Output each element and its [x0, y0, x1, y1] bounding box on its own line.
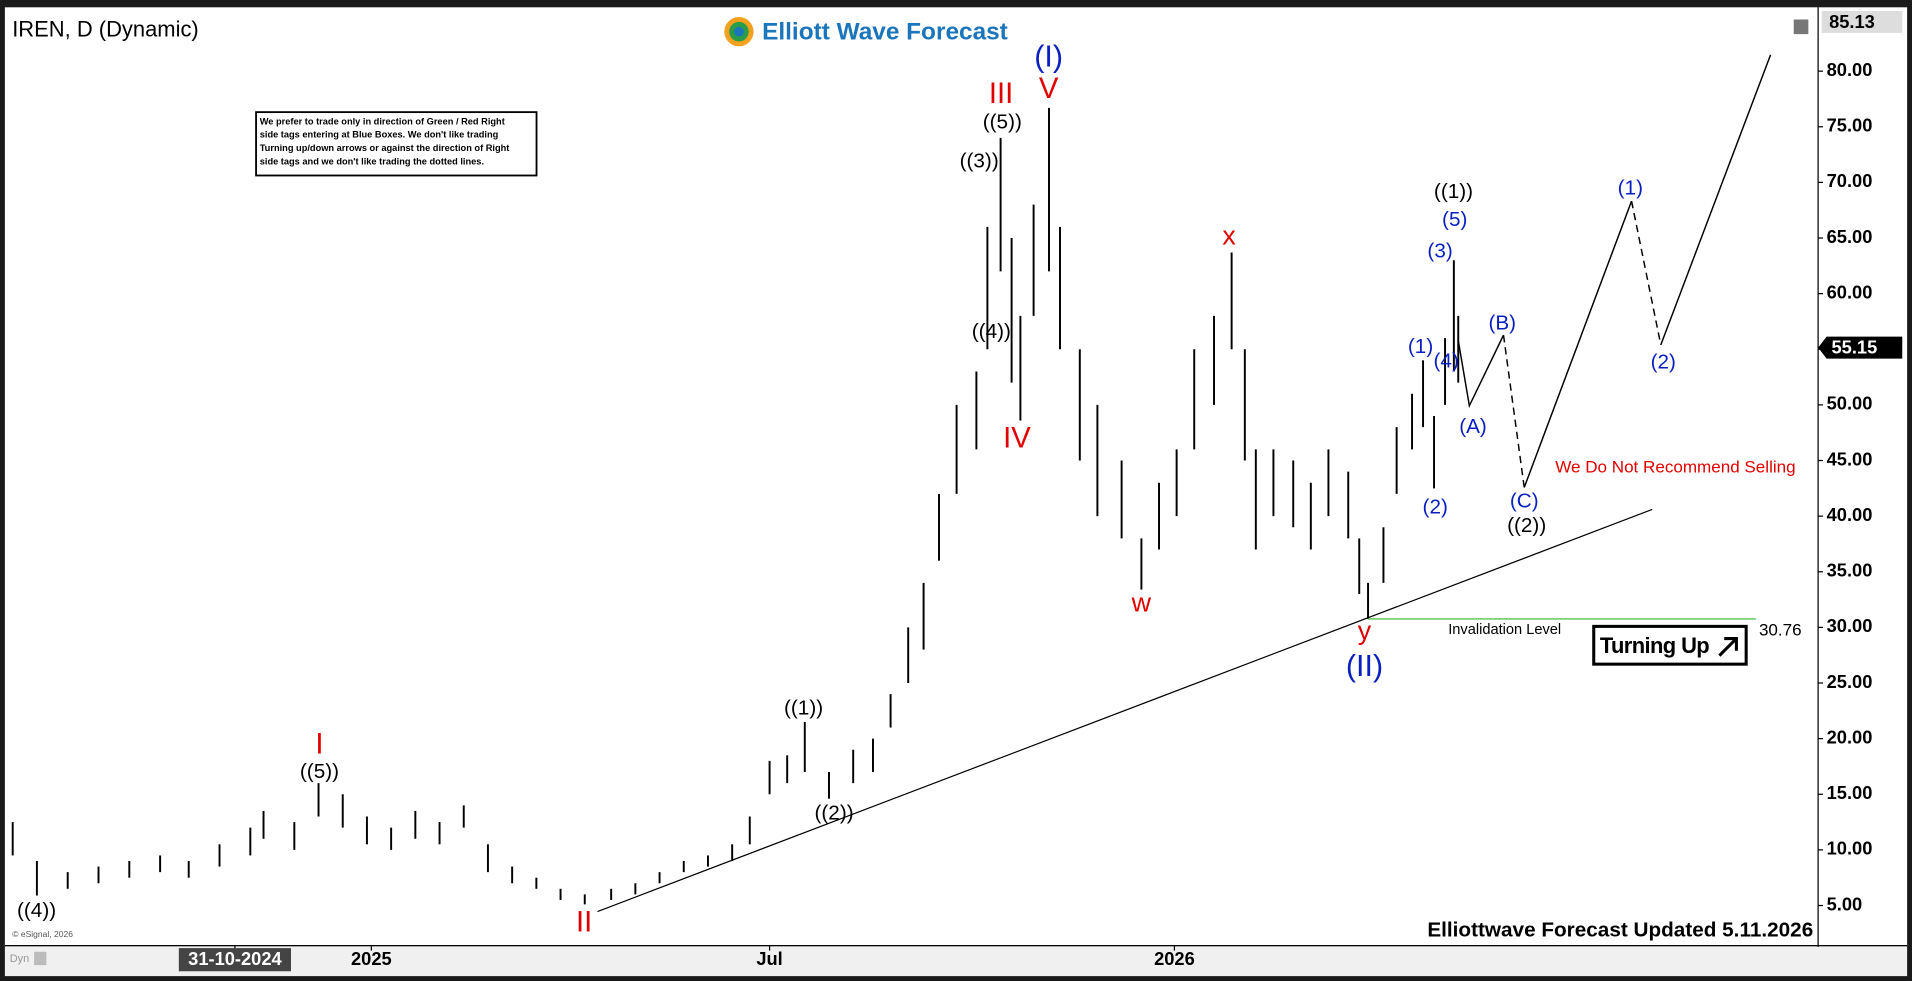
wave-label: ((2)) — [1507, 514, 1546, 537]
y-tick-label: 70.00 — [1827, 170, 1873, 191]
x-tick-label: 2025 — [351, 948, 392, 969]
wave-label: V — [1039, 73, 1059, 105]
wave-label: x — [1222, 221, 1236, 251]
wave-label: (A) — [1459, 415, 1487, 438]
projection-dashed — [1630, 200, 1662, 346]
y-tick-label: 15.00 — [1827, 782, 1873, 803]
warning-text: We Do Not Recommend Selling — [1555, 457, 1795, 476]
wave-label: ((1)) — [784, 697, 823, 720]
note-line: Turning up/down arrows or against the di… — [260, 143, 510, 153]
window-icon[interactable] — [1793, 19, 1809, 35]
corner-label: Dyn — [10, 953, 30, 965]
y-tick-label: 25.00 — [1827, 671, 1873, 692]
projection-solid — [1457, 334, 1505, 409]
signal-text: Turning Up — [1600, 633, 1709, 658]
top-price-label: 85.13 — [1829, 11, 1875, 32]
wave-label: (4) — [1434, 349, 1459, 372]
projection-dashed — [1502, 335, 1525, 488]
wave-label: (2) — [1651, 351, 1676, 374]
x-tick-label: 2026 — [1154, 948, 1195, 969]
trend-line — [597, 508, 1653, 913]
signal-arrow — [1718, 637, 1738, 657]
wave-label: ((3)) — [960, 150, 999, 173]
y-tick-label: 50.00 — [1827, 393, 1873, 414]
wave-label: II — [576, 906, 592, 938]
x-tick-label: 31-10-2024 — [188, 948, 282, 969]
top-price-tag — [1821, 10, 1903, 33]
logo-text: Elliott Wave Forecast — [762, 18, 1008, 45]
y-tick-label: 40.00 — [1827, 504, 1873, 525]
logo-icon — [734, 26, 744, 37]
y-tick-label: 60.00 — [1827, 281, 1873, 302]
wave-label: ((4)) — [972, 320, 1011, 343]
logo: Elliott Wave Forecast — [724, 17, 1008, 47]
wave-label: I — [315, 729, 323, 761]
wave-label: (2) — [1423, 496, 1448, 519]
projection-solid — [1660, 54, 1772, 346]
wave-label: III — [989, 78, 1013, 110]
y-tick-label: 30.00 — [1827, 615, 1873, 636]
note-line: side tags and we don't like trading the … — [260, 157, 484, 167]
y-tick-label: 80.00 — [1827, 59, 1873, 80]
projection-solid — [1523, 200, 1633, 488]
x-tick-highlight — [178, 948, 292, 972]
last-price-label: 55.15 — [1832, 337, 1878, 358]
y-tick-label: 65.00 — [1827, 226, 1873, 247]
wave-label: (1) — [1408, 335, 1433, 358]
invalidation-value: 30.76 — [1759, 621, 1802, 640]
y-tick-label: 10.00 — [1827, 838, 1873, 859]
note-border — [255, 111, 538, 177]
note-line: side tags entering at Blue Boxes. We don… — [260, 130, 499, 140]
last-price-tag — [1818, 336, 1903, 359]
wave-label: (3) — [1427, 240, 1452, 263]
wave-label: ((5)) — [983, 111, 1022, 134]
wave-label: (C) — [1510, 490, 1539, 513]
copyright: © eSignal, 2026 — [12, 929, 73, 939]
y-tick-label: 5.00 — [1827, 893, 1863, 914]
wave-label: ((5)) — [300, 760, 339, 783]
note-line: We prefer to trade only in direction of … — [260, 116, 505, 126]
signal-border — [1592, 624, 1748, 666]
wave-label: (II) — [1346, 649, 1383, 683]
signal-box: Turning Up — [1592, 624, 1748, 666]
footer-text: Elliottwave Forecast Updated 5.11.2026 — [1427, 919, 1813, 942]
y-tick-label: 75.00 — [1827, 115, 1873, 136]
y-tick-label: 45.00 — [1827, 448, 1873, 469]
corner-icon[interactable] — [34, 951, 47, 966]
y-tick-label: 35.00 — [1827, 560, 1873, 581]
time-axis-bg — [4, 946, 1908, 977]
y-tick-label: 20.00 — [1827, 726, 1873, 747]
wave-label: ((2)) — [814, 802, 853, 825]
wave-label: w — [1131, 588, 1152, 618]
wave-label: IV — [1003, 423, 1031, 455]
x-tick-label: Jul — [756, 948, 782, 969]
wave-label: y — [1358, 616, 1372, 646]
note-box: We prefer to trade only in direction of … — [255, 111, 538, 177]
projection — [1457, 54, 1772, 488]
invalidation-label: Invalidation Level — [1448, 622, 1561, 638]
symbol-title: IREN, D (Dynamic) — [12, 16, 199, 41]
wave-label: (1) — [1618, 176, 1643, 199]
wave-label: (I) — [1034, 40, 1063, 74]
wave-label: (5) — [1442, 208, 1467, 231]
wave-label: ((4)) — [17, 899, 56, 922]
wave-label: ((1)) — [1434, 180, 1473, 203]
wave-label: (B) — [1488, 312, 1516, 335]
